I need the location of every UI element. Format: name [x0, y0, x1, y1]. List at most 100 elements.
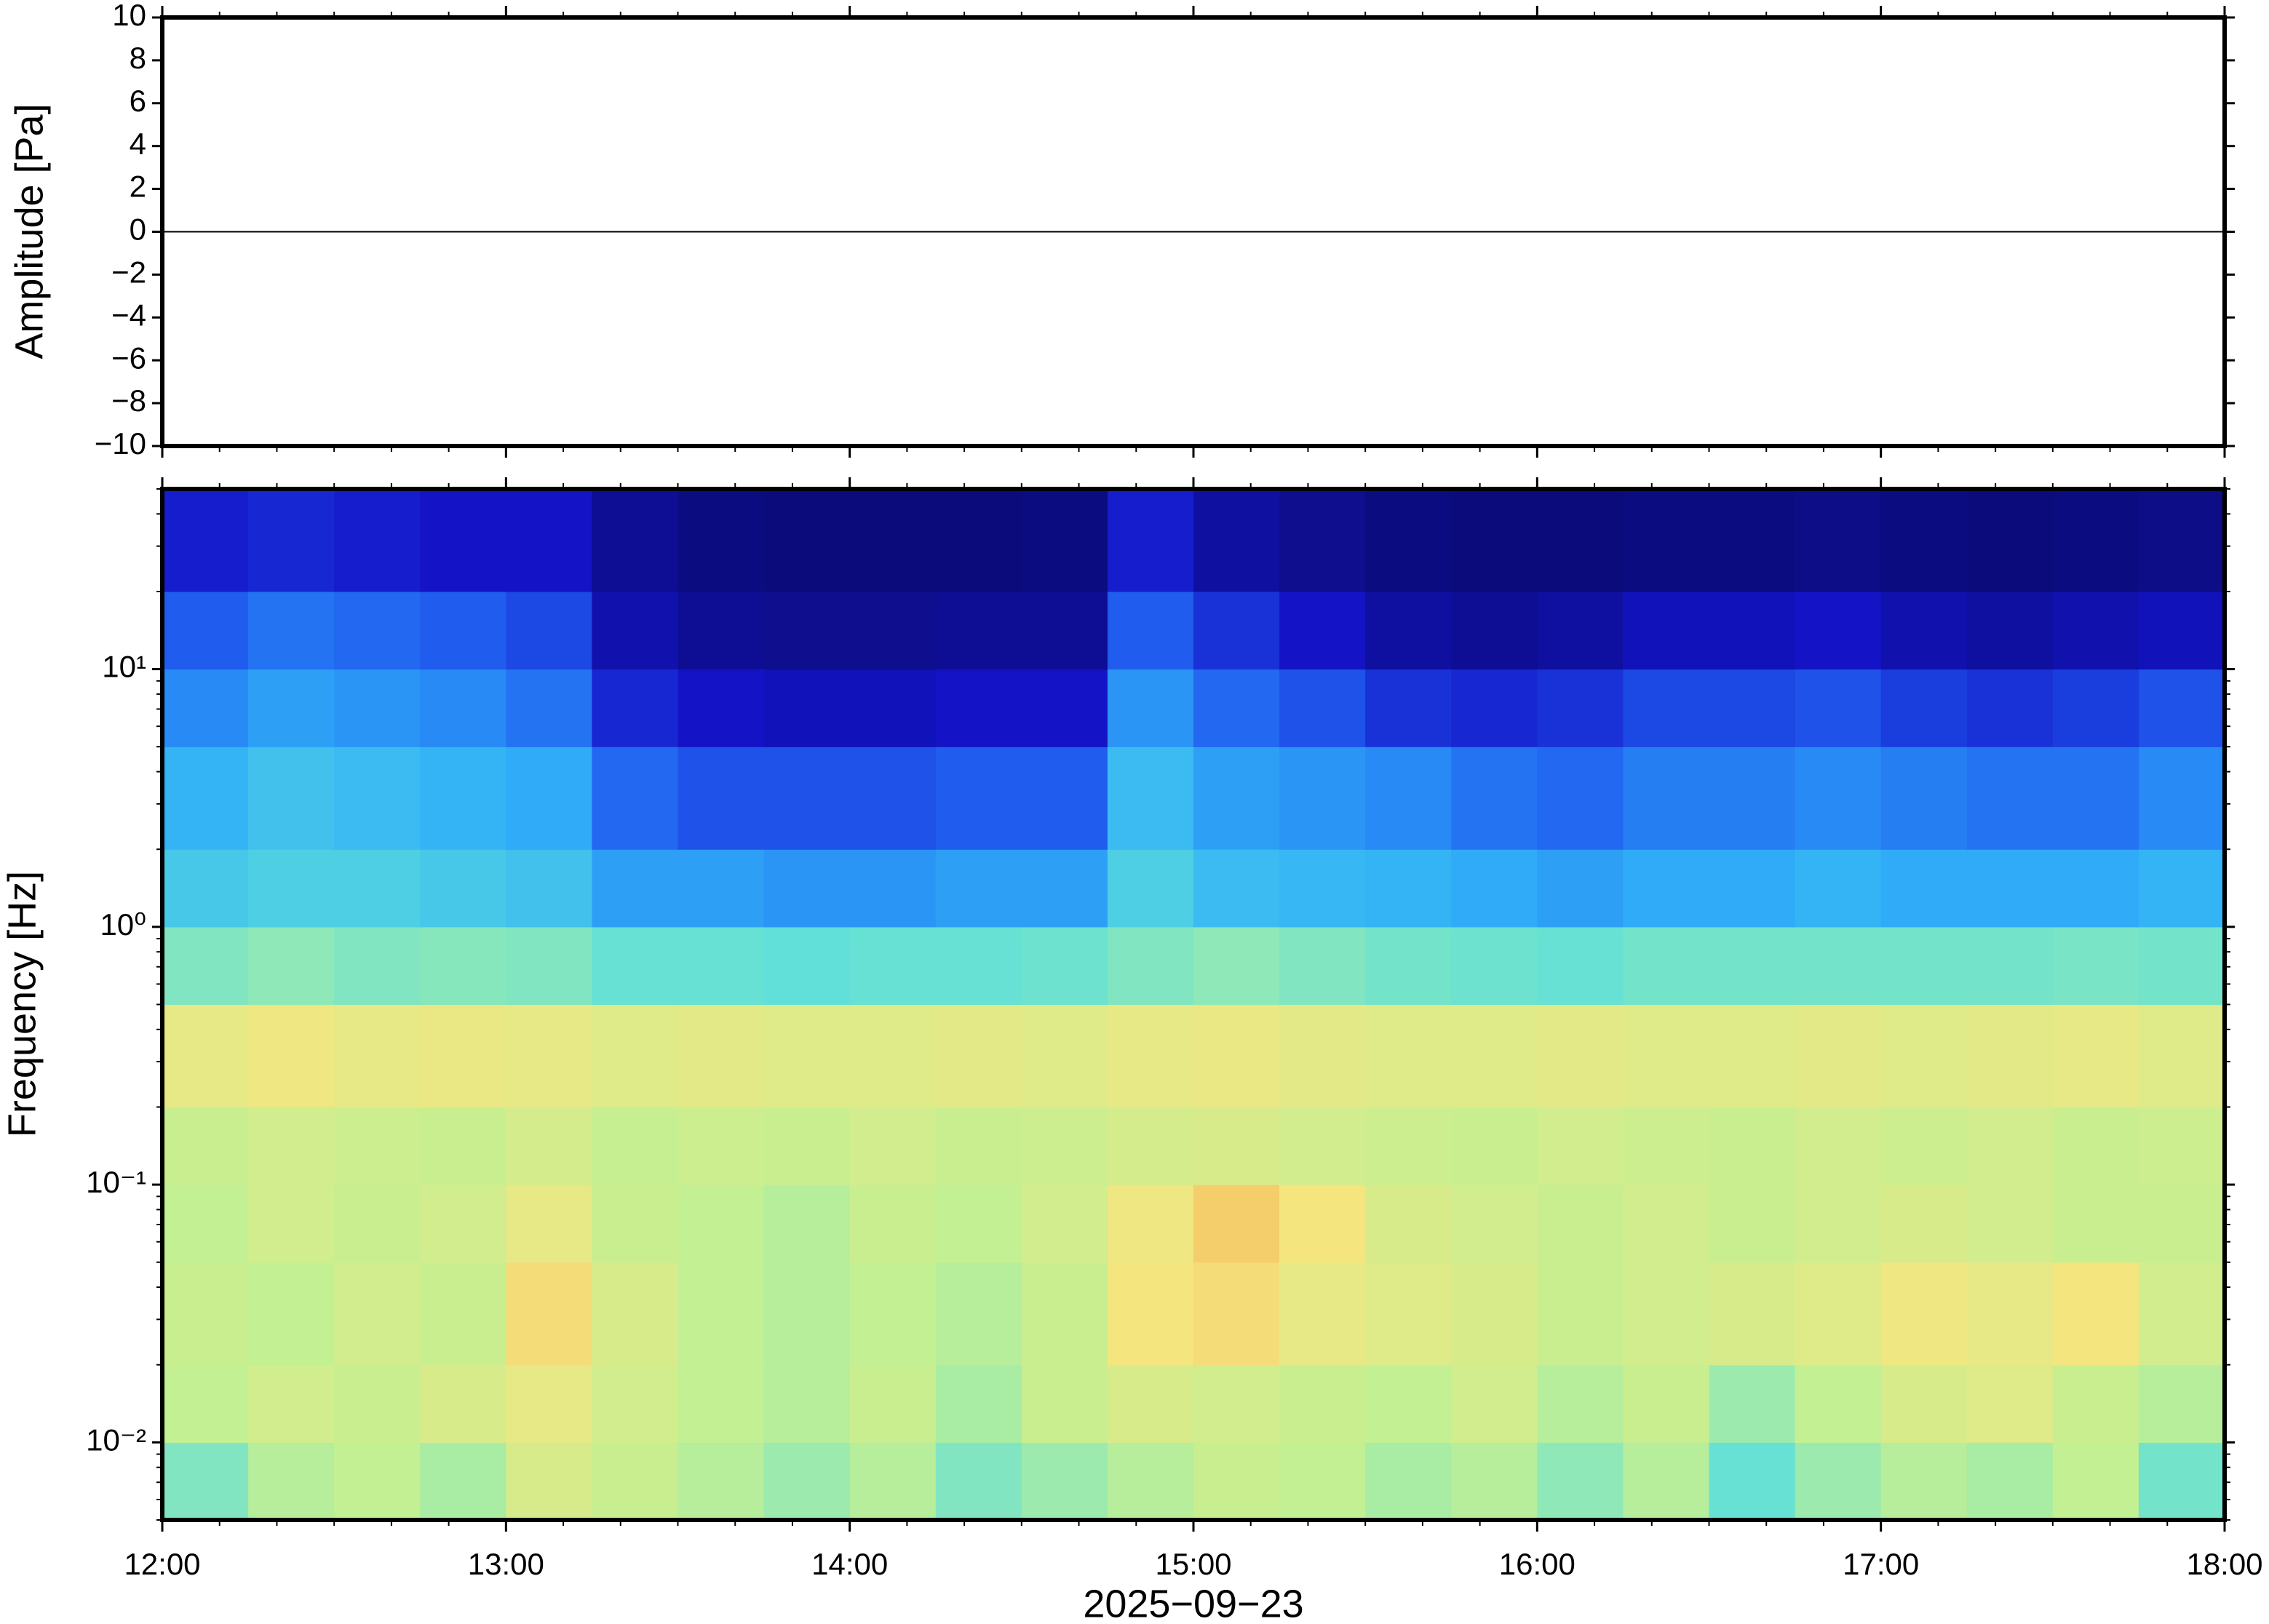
y-tick-label: 10⁻¹ [86, 1165, 146, 1199]
spectrogram-cell [1365, 1364, 1452, 1443]
spectrogram-cell [1623, 1004, 1710, 1108]
spectrogram-cell [1709, 1262, 1796, 1366]
spectrogram-cell [2052, 1442, 2139, 1521]
spectrogram-cell [1279, 1107, 1366, 1185]
spectrogram-cell [334, 1364, 421, 1443]
spectrogram-cell [1107, 747, 1194, 850]
spectrogram-cell [1021, 591, 1108, 670]
spectrogram-cell [2052, 1185, 2139, 1263]
spectrogram-cell [334, 669, 421, 747]
spectrogram-cell [1966, 591, 2054, 670]
spectrogram-cell [677, 1185, 765, 1263]
spectrogram-cell [1880, 1262, 1968, 1366]
spectrogram-cell [763, 669, 851, 747]
spectrogram-cell [1451, 669, 1538, 747]
spectrogram-cell [677, 926, 765, 1006]
spectrogram-cell [2052, 1004, 2139, 1108]
spectrogram-cell [1537, 669, 1624, 747]
spectrogram-cell [1365, 1262, 1452, 1366]
spectrogram-cell [162, 591, 249, 670]
spectrogram-cell [420, 591, 506, 670]
spectrogram-cell [162, 489, 249, 592]
spectrogram-cell [1709, 926, 1796, 1006]
y-tick-label: 6 [130, 84, 146, 118]
spectrogram-cell [334, 591, 421, 670]
spectrogram-cell [1537, 591, 1624, 670]
y-tick-label: −4 [111, 298, 146, 332]
spectrogram-cell [1709, 591, 1796, 670]
x-axis-label: 2025−09−23 [1083, 1582, 1303, 1624]
spectrogram-cell [1795, 669, 1882, 747]
spectrogram-cell [1279, 747, 1366, 850]
spectrogram-cell [420, 1364, 506, 1443]
spectrogram-cell [1451, 1107, 1538, 1185]
spectrogram-cell [1880, 489, 1968, 592]
spectrogram-cell [506, 926, 593, 1006]
spectrogram-cell [935, 926, 1022, 1006]
spectrogram-cell [1279, 669, 1366, 747]
spectrogram-cell [162, 1364, 249, 1443]
spectrogram-cell [162, 1004, 249, 1108]
spectrogram-cell [849, 1004, 937, 1108]
spectrogram-cell [1537, 1262, 1624, 1366]
spectrogram-cell [420, 1107, 506, 1185]
spectrogram-cell [506, 747, 593, 850]
spectrogram-cell [1537, 1107, 1624, 1185]
spectrogram-cell [763, 1185, 851, 1263]
spectrogram-cell [677, 1262, 765, 1366]
spectrogram-cell [1623, 669, 1710, 747]
spectrogram-cell [2138, 1004, 2225, 1108]
spectrogram-cell [1365, 747, 1452, 850]
spectrogram-cell [763, 1442, 851, 1521]
y-tick-label: 10¹ [102, 650, 146, 684]
y-tick-label: 4 [130, 127, 146, 161]
spectrogram-cell [1451, 926, 1538, 1006]
spectrogram-cell [1880, 1442, 1968, 1521]
spectrogram-cell [677, 591, 765, 670]
spectrogram-cell [763, 1262, 851, 1366]
spectrogram-cell [420, 669, 506, 747]
spectrogram-cell [506, 489, 593, 592]
spectrogram-cell [935, 1107, 1022, 1185]
y-axis-label: Amplitude [Pa] [7, 103, 51, 359]
spectrogram-cell [1795, 849, 1882, 928]
spectrogram-cell [1021, 1107, 1108, 1185]
spectrogram-cell [1537, 1364, 1624, 1443]
spectrogram-cell [2052, 1262, 2139, 1366]
spectrogram-cell [1107, 1107, 1194, 1185]
spectrogram-cell [334, 926, 421, 1006]
spectrogram-cell [763, 1107, 851, 1185]
spectrogram-cell [1966, 1004, 2054, 1108]
spectrogram-cell [248, 1004, 335, 1108]
x-tick-label: 15:00 [1155, 1547, 1231, 1581]
spectrogram-cell [763, 591, 851, 670]
spectrogram-cell [506, 1442, 593, 1521]
spectrogram-cell [849, 591, 937, 670]
spectrogram-cell [2052, 591, 2139, 670]
spectrogram-cell [248, 849, 335, 928]
x-tick-label: 12:00 [124, 1547, 200, 1581]
spectrogram-cell [420, 1185, 506, 1263]
spectrogram-cell [162, 1107, 249, 1185]
spectrogram-cell [1966, 669, 2054, 747]
spectrogram-cell [1537, 1004, 1624, 1108]
spectrogram-cell [420, 1004, 506, 1108]
spectrogram-cell [1537, 747, 1624, 850]
spectrogram-cell [592, 926, 679, 1006]
x-tick-label: 14:00 [811, 1547, 888, 1581]
spectrogram-cell [1709, 669, 1796, 747]
spectrogram-cell [1279, 1185, 1366, 1263]
spectrogram-cell [592, 1185, 679, 1263]
spectrogram-cell [592, 1364, 679, 1443]
spectrogram-cell [334, 849, 421, 928]
spectrogram-cell [1107, 926, 1194, 1006]
spectrogram-cell [1880, 669, 1968, 747]
spectrogram-cell [677, 669, 765, 747]
spectrogram-cell [2052, 489, 2139, 592]
spectrogram-cell [1623, 1364, 1710, 1443]
x-tick-label: 18:00 [2186, 1547, 2262, 1581]
spectrogram [162, 489, 2225, 1521]
spectrogram-cell [248, 747, 335, 850]
spectrogram-cell [849, 747, 937, 850]
spectrogram-cell [1709, 849, 1796, 928]
